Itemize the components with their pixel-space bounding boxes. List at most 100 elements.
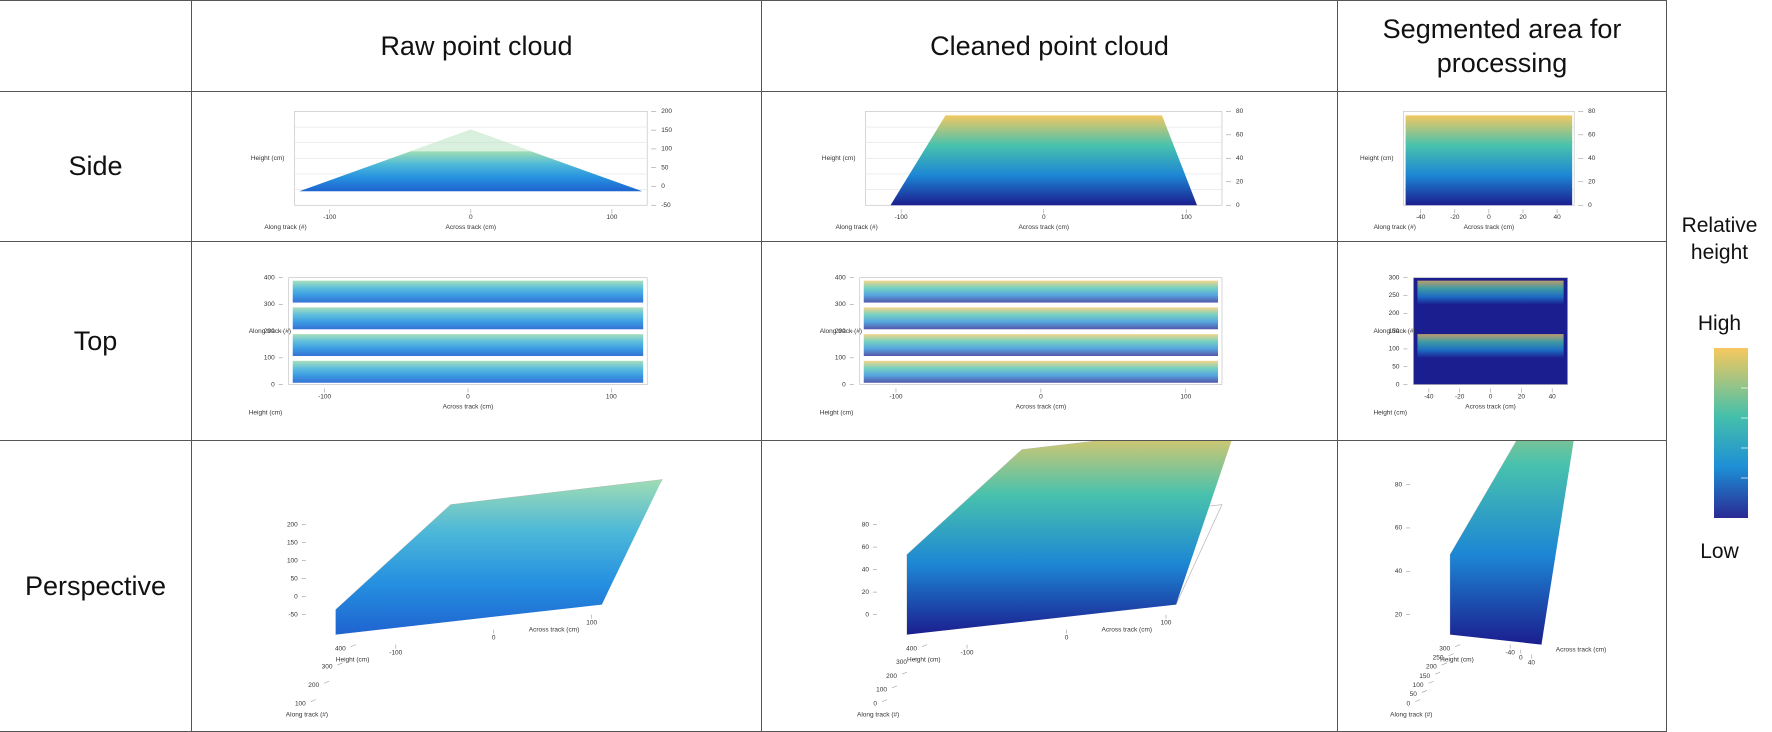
tick-label: 0 [1396,381,1400,388]
axis-label: Along track (#) [286,711,328,718]
axis-label: Across track (cm) [443,403,494,410]
tick-label: -100 [318,393,331,400]
tick [1421,690,1427,693]
tick-label: 50 [661,164,669,171]
tick-label: 200 [287,521,298,528]
tick-label: 150 [661,127,672,134]
tick-label: 400 [264,274,275,281]
tick-label: 0 [1039,393,1043,400]
tick-label: 200 [1426,664,1437,671]
tick-label: 40 [1236,155,1244,162]
point-cloud-plot: 0 100 200 300 400 -100 0 100 Along track (#) Acro… [820,274,1223,416]
tick-label: 20 [1236,178,1244,185]
tick-label: 40 [1588,155,1596,162]
tick-label: 80 [1395,481,1403,488]
corner-cell [0,0,192,92]
tick-label: 0 [1042,214,1046,221]
tick-label: 300 [322,664,333,671]
tick-label: -50 [661,202,671,209]
tick [1435,671,1441,675]
cloud [335,479,663,635]
tick-label: 50 [1392,363,1400,370]
tick-label: 20 [1588,178,1596,185]
tick-label: 0 [492,634,496,641]
tick-label: 20 [1519,214,1527,221]
tick-label: 200 [1389,310,1400,317]
tick-label: 100 [1161,619,1172,626]
cloud [890,115,1197,206]
tick-label: 20 [1518,393,1526,400]
tick-label: 80 [1588,108,1596,115]
tick [911,658,918,661]
tick-label: 300 [896,659,907,666]
tick-label: -50 [288,611,298,618]
tick-label: 80 [1236,108,1244,115]
tick-label: 100 [835,355,846,362]
column-title: Segmented area for processing [1382,14,1622,78]
tick-label: 60 [1236,132,1244,139]
axis-label: Height (cm) [249,409,283,416]
colorbar-ramp [1714,348,1748,518]
cloud-row [292,307,644,330]
tick-label: 0 [842,381,846,388]
tick [1448,653,1454,657]
column-header: Cleaned point cloud [762,0,1338,92]
tick-label: 0 [1065,634,1069,641]
tick-label: 0 [1588,202,1592,209]
tick-label: 60 [1395,525,1403,532]
tick-label: -20 [1450,214,1460,221]
point-cloud-plot: 20 40 60 80 0 50 100 150 200 250 300 -40 0 40 Height (… [1390,441,1607,718]
tick-label: 40 [862,566,870,573]
cloud-row [863,280,1218,303]
axis-label: Height (cm) [1360,155,1394,162]
tick-label: 300 [264,301,275,308]
colorbar [1714,348,1748,518]
tick-label: 0 [294,593,298,600]
cloud-row [863,307,1218,330]
tick-label: -20 [1455,393,1465,400]
axis-label: Across track (cm) [1556,646,1607,653]
tick [921,644,928,647]
tick-label: 100 [586,619,597,626]
tick-label: -100 [895,214,908,221]
axis-label: Along track (#) [857,711,899,718]
tick-label: 40 [1549,393,1557,400]
tick-label: 150 [1389,328,1400,335]
tick [1428,680,1434,684]
tick-label: 150 [1419,673,1430,680]
tick-label: 100 [606,393,617,400]
tick-label: 200 [886,673,897,680]
cloud-row [863,334,1218,357]
tick-label: 0 [865,611,869,618]
column-title: Cleaned point cloud [930,31,1169,61]
tick-label: -100 [389,649,402,656]
tick-label: 60 [862,544,870,551]
tick-label: 250 [1389,292,1400,299]
tick-label: 100 [606,214,617,221]
cloud [1405,115,1573,206]
tick-label: -40 [1505,649,1515,656]
point-cloud-plot: 0 20 40 60 80 0 100 200 300 400 -100 0 100 Height (cm… [857,441,1232,718]
tick-label: 200 [264,328,275,335]
tick-label: 80 [862,521,870,528]
panel: 20 40 60 80 0 50 100 150 200 250 300 -40 0 40 Height (… [1338,441,1667,732]
axis-label: Along track (#) [264,224,306,231]
tick-label: 40 [1553,214,1561,221]
tick-label: 60 [1588,132,1596,139]
axis-label: Height (cm) [336,656,370,663]
tick-label: 20 [862,589,870,596]
axis-label: Height (cm) [251,155,285,162]
axis-label: Along track (#) [249,328,291,335]
tick-label: 0 [1407,700,1411,707]
point-cloud-plot: 0 50 100 150 200 250 300 -40 -20 0 20 40 Along track… [1373,274,1568,416]
panel: -50 0 50 100 150 200 100 200 300 400 -100 0 100 Heigh… [192,441,762,732]
tick [324,680,330,684]
axis-label: Across track (cm) [529,626,580,633]
tick-label: 200 [835,328,846,335]
tick-label: 100 [1180,393,1191,400]
panel: 0 50 100 150 200 250 300 -40 -20 0 20 40 Along track… [1338,242,1667,441]
tick [1441,662,1447,666]
tick-label: -100 [323,214,336,221]
axis-label: Height (cm) [1373,409,1407,416]
